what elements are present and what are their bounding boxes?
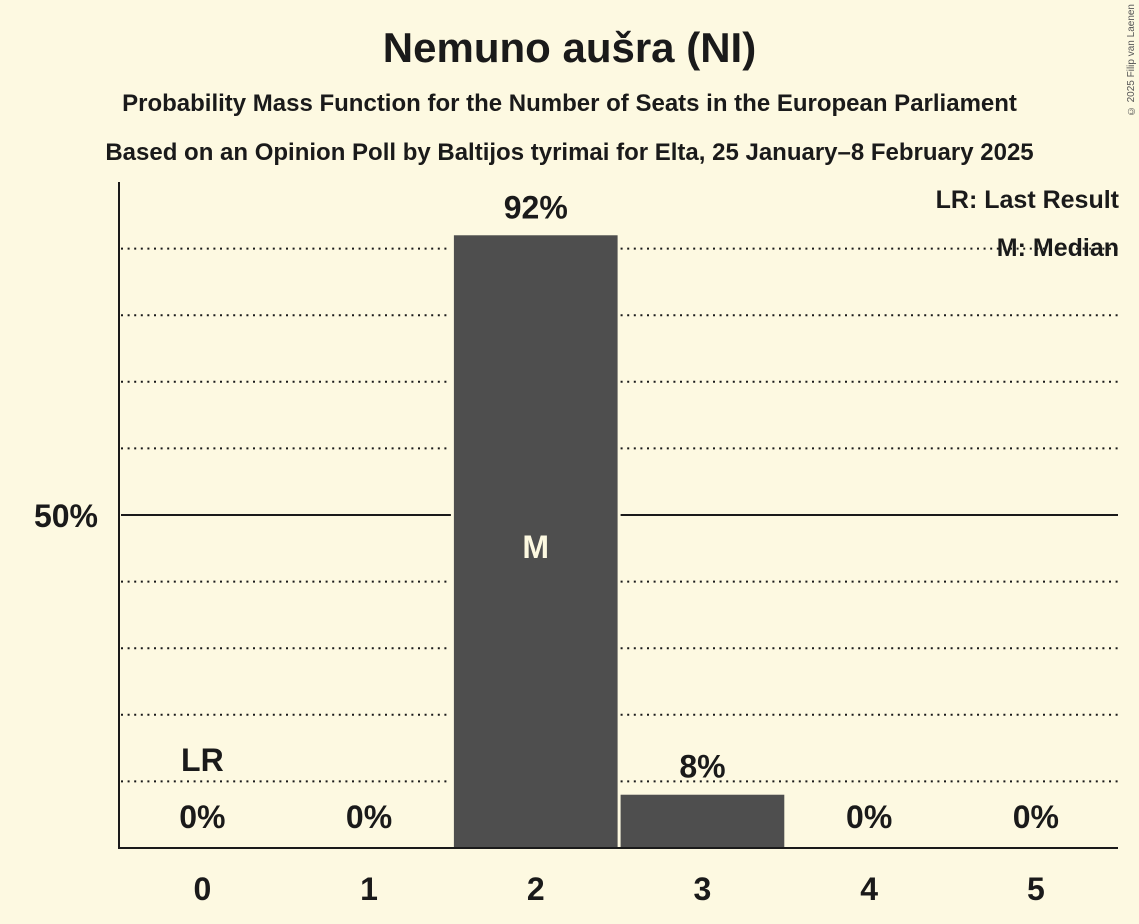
chart-source: Based on an Opinion Poll by Baltijos tyr… (105, 139, 1034, 166)
value-label: 92% (504, 189, 568, 225)
bar-2 (453, 235, 618, 848)
legend-last-result: LR: Last Result (935, 186, 1119, 214)
x-tick-label: 1 (360, 871, 378, 907)
value-label: 8% (679, 749, 725, 785)
x-tick-label: 5 (1027, 871, 1045, 907)
bar-3 (620, 794, 785, 848)
legend-median: M: Median (996, 234, 1119, 262)
x-tick-label: 2 (527, 871, 545, 907)
x-tick-label: 0 (193, 871, 211, 907)
x-tick-label: 4 (860, 871, 878, 907)
last-result-marker: LR (181, 742, 224, 778)
value-label: 0% (179, 799, 225, 835)
value-label: 0% (846, 799, 892, 835)
value-label: 0% (346, 799, 392, 835)
median-marker: M (522, 529, 549, 565)
y-tick-label: 50% (34, 498, 98, 534)
value-label: 0% (1013, 799, 1059, 835)
chart-subtitle: Probability Mass Function for the Number… (122, 90, 1017, 117)
x-tick-label: 3 (694, 871, 712, 907)
chart-title: Nemuno aušra (NI) (382, 24, 757, 71)
